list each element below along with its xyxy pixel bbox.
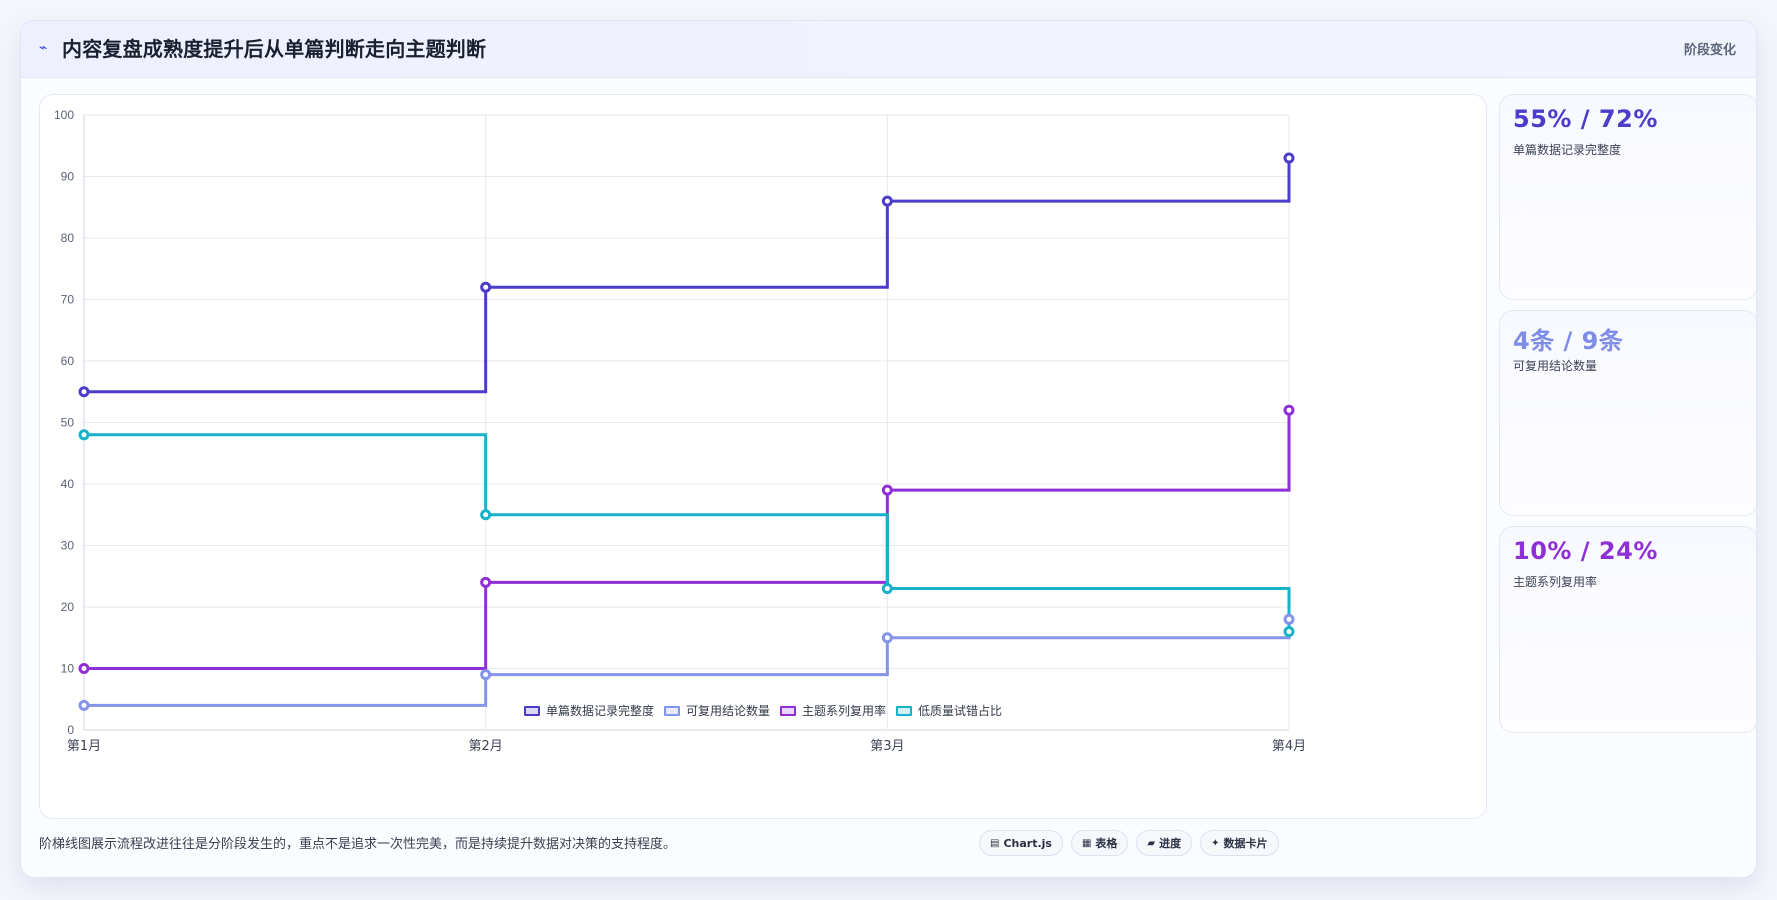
data-point — [78, 386, 90, 398]
legend-label: 单篇数据记录完整度 — [545, 704, 654, 718]
tag-table[interactable]: ▦ 表格 — [1070, 830, 1129, 856]
legend-item[interactable]: 单篇数据记录完整度 — [523, 702, 654, 719]
stat-card-reusable-conclusions: 4条 / 9条 可复用结论数量 — [1499, 310, 1756, 516]
tag-label: Chart.js — [1003, 836, 1052, 850]
table-icon: ▦ — [1081, 837, 1092, 849]
x-tick-label: 第3月 — [870, 739, 904, 754]
data-point — [78, 429, 90, 441]
legend-swatch — [780, 705, 796, 716]
y-tick-label: 40 — [61, 477, 75, 491]
phase-badge: 阶段变化 — [1683, 43, 1736, 58]
x-tick-label: 第4月 — [1272, 739, 1306, 754]
data-point — [480, 669, 492, 681]
series-line — [84, 619, 1291, 707]
tag-data-cards[interactable]: ✦ 数据卡片 — [1200, 830, 1279, 856]
footer-note: 阶梯线图展示流程改进往往是分阶段发生的，重点不是追求一次性完美，而是持续提升数据… — [39, 837, 677, 852]
sparkle-icon: ✦ — [1211, 837, 1220, 849]
legend-swatch — [523, 705, 540, 716]
data-point — [1283, 613, 1295, 625]
y-tick-label: 0 — [67, 723, 74, 737]
data-point — [881, 484, 893, 496]
trend-icon: ⌁ — [39, 40, 48, 56]
data-point — [881, 583, 893, 595]
legend-label: 低质量试错占比 — [918, 704, 1003, 718]
card-header: ⌁ 内容复盘成熟度提升后从单篇判断走向主题判断 阶段变化 — [21, 21, 1756, 78]
data-point — [881, 195, 893, 207]
chart-legend: 单篇数据记录完整度 可复用结论数量 主题系列复用率 低质量试错占比 — [40, 702, 1486, 719]
step-line-chart: 0 10 20 30 40 50 60 70 80 90 100 第1月 第2月 第3月 第4月 — [54, 108, 1306, 754]
data-point — [1283, 404, 1295, 416]
tag-progress[interactable]: ▰ 进度 — [1136, 830, 1193, 856]
y-tick-label: 80 — [61, 231, 75, 245]
y-tick-label: 30 — [61, 539, 75, 553]
legend-item[interactable]: 主题系列复用率 — [780, 702, 886, 719]
legend-item[interactable]: 可复用结论数量 — [663, 702, 770, 719]
y-tick-label: 70 — [61, 293, 75, 307]
series-line — [84, 158, 1291, 394]
x-tick-label: 第1月 — [67, 739, 101, 754]
stat-card-record-completeness: 55% / 72% 单篇数据记录完整度 — [1499, 94, 1756, 300]
y-tick-label: 20 — [61, 600, 75, 614]
feature-tags: ▤ Chart.js ▦ 表格 ▰ 进度 ✦ 数据卡片 — [979, 830, 1279, 860]
stat-label: 单篇数据记录完整度 — [1513, 143, 1622, 157]
data-point — [480, 281, 492, 293]
y-tick-label: 90 — [61, 170, 75, 184]
chart-icon: ▤ — [990, 837, 1000, 849]
legend-swatch — [896, 705, 913, 716]
stat-value: 55% / 72% — [1513, 105, 1658, 133]
progress-icon: ▰ — [1147, 837, 1156, 849]
y-tick-label: 100 — [54, 108, 74, 122]
legend-label: 主题系列复用率 — [802, 704, 887, 718]
report-card: ⌁ 内容复盘成熟度提升后从单篇判断走向主题判断 阶段变化 0 10 20 30 40 50… — [20, 20, 1757, 878]
series-line — [84, 433, 1291, 632]
data-point — [78, 663, 90, 674]
tag-label: 数据卡片 — [1223, 837, 1268, 850]
chart-panel: 0 10 20 30 40 50 60 70 80 90 100 第1月 第2月 第3月 第4月 单篇数据记… — [39, 94, 1487, 819]
x-tick-label: 第2月 — [469, 739, 503, 754]
stat-label: 可复用结论数量 — [1513, 359, 1598, 373]
data-point — [881, 632, 893, 644]
data-point — [1283, 152, 1295, 164]
legend-label: 可复用结论数量 — [685, 704, 770, 718]
tag-label: 进度 — [1159, 837, 1182, 850]
y-tick-label: 60 — [61, 354, 75, 368]
tag-label: 表格 — [1095, 837, 1118, 850]
legend-item[interactable]: 低质量试错占比 — [896, 702, 1002, 719]
data-point — [480, 509, 492, 521]
stat-value: 10% / 24% — [1513, 537, 1658, 565]
legend-swatch — [663, 705, 680, 716]
stat-label: 主题系列复用率 — [1513, 575, 1598, 589]
tag-chartjs[interactable]: ▤ Chart.js — [979, 830, 1063, 856]
data-point — [78, 699, 90, 711]
data-point — [1283, 626, 1295, 638]
stat-value: 4条 / 9条 — [1513, 327, 1624, 355]
series-line — [84, 410, 1291, 670]
data-point — [480, 576, 492, 588]
y-tick-label: 50 — [61, 416, 75, 430]
page-title: 内容复盘成熟度提升后从单篇判断走向主题判断 — [62, 37, 487, 61]
y-tick-label: 10 — [61, 662, 75, 676]
stat-card-series-reuse-rate: 10% / 24% 主题系列复用率 — [1499, 526, 1756, 733]
